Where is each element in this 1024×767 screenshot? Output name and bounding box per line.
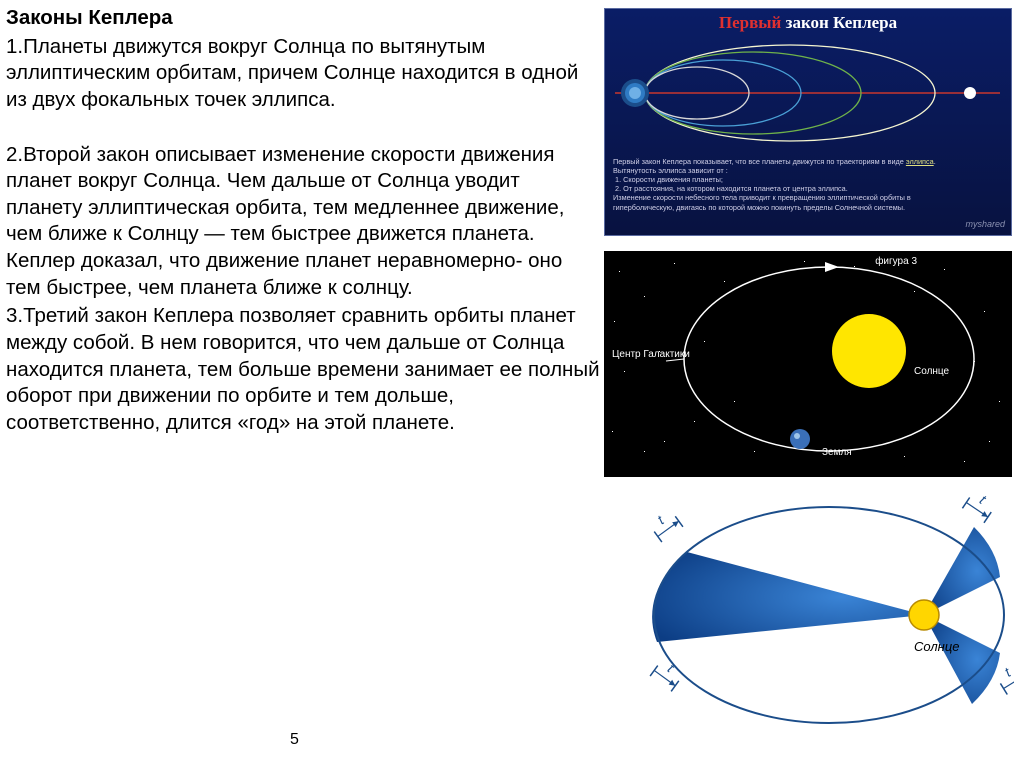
paragraph-2: 2.Второй закон описывает изменение скоро… (6, 142, 601, 302)
figure-2-label: фигура 3 (875, 256, 917, 267)
paragraph-3: 3.Третий закон Кеплера позволяет сравнит… (6, 303, 601, 436)
figure-2-orbit-sun: фигура 3 Центр Галактики Солнце Земля (604, 251, 1012, 477)
figure-2-sun-label: Солнце (914, 366, 949, 377)
paragraph-1: 1.Планеты движутся вокруг Солнца по вытя… (6, 34, 601, 114)
figure-1-title-rest: закон Кеплера (786, 13, 898, 32)
images-column: Первый закон Кеплера Первый закон Кеплер… (604, 8, 1014, 493)
title: Законы Кеплера (6, 5, 601, 32)
svg-text:t: t (977, 491, 990, 507)
figure-1-caption: Первый закон Кеплера показывает, что все… (613, 157, 956, 212)
svg-text:t: t (654, 511, 667, 527)
watermark-myshared: myshared (965, 219, 1005, 229)
page-number: 5 (290, 731, 299, 749)
figure-1-diagram (605, 33, 1012, 153)
figure-3-diagram: Солнцеtttt (644, 482, 1014, 748)
svg-text:Солнце: Солнце (914, 639, 959, 654)
figure-1-kepler-first-law: Первый закон Кеплера Первый закон Кеплер… (604, 8, 1012, 236)
svg-text:t: t (1001, 664, 1014, 680)
text-column: Законы Кеплера 1.Планеты движутся вокруг… (6, 5, 601, 439)
figure-1-title: Первый закон Кеплера (605, 13, 1011, 33)
figure-1-title-red: Первый (719, 13, 781, 32)
figure-2-galaxy-center-label: Центр Галактики (612, 349, 690, 360)
figure-2-earth-label: Земля (822, 447, 852, 458)
spacer (6, 116, 601, 142)
figure-2-diagram (604, 251, 1012, 477)
figure-3-kepler-second-law: Солнцеtttt (644, 482, 1014, 748)
